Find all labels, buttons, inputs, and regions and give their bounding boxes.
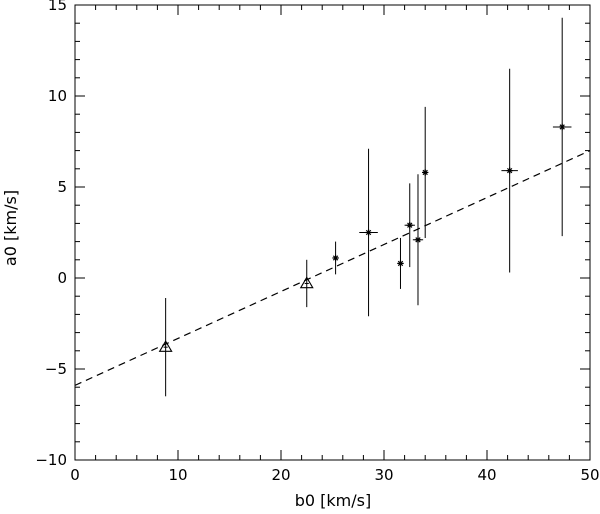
x-tick-label: 20 [271, 466, 290, 484]
x-tick-label: 0 [70, 466, 80, 484]
asterisk-stroke [422, 169, 428, 176]
asterisk-marker [422, 169, 429, 176]
tick-labels: 0 10 20 30 40 50 −10 −5 0 5 10 15 [35, 0, 599, 484]
y-tick-label: 15 [48, 0, 67, 14]
plot-area [74, 4, 591, 461]
triangle-marker [299, 276, 314, 289]
y-tick-label: −10 [35, 451, 67, 469]
asterisk-marker [365, 229, 372, 236]
asterisk-stroke [332, 255, 339, 261]
asterisk-stroke [365, 229, 372, 236]
x-tick-label: 50 [580, 466, 599, 484]
y-tick-label: 10 [48, 87, 67, 105]
asterisk-stroke [407, 222, 413, 228]
asterisk-marker [506, 167, 513, 174]
asterisk-stroke [559, 124, 565, 130]
asterisk-stroke [415, 237, 421, 243]
y-tick-label: 0 [57, 269, 67, 287]
x-axis-title: b0 [km/s] [295, 491, 371, 510]
asterisk-marker [397, 260, 404, 267]
asterisk-stroke [397, 260, 404, 267]
fit-line [74, 150, 591, 386]
triangle-marker [158, 340, 173, 352]
asterisk-marker [332, 254, 339, 262]
x-tick-label: 10 [168, 466, 187, 484]
asterisk-marker [406, 222, 413, 229]
y-tick-label: 5 [57, 178, 67, 196]
axis-ticks [74, 4, 591, 461]
y-tick-label: −5 [45, 360, 67, 378]
x-tick-label: 40 [477, 466, 496, 484]
x-tick-label: 30 [374, 466, 393, 484]
asterisk-marker [558, 123, 566, 131]
plot-frame [74, 4, 591, 461]
y-axis-title: a0 [km/s] [1, 190, 20, 266]
asterisk-marker [414, 236, 422, 243]
asterisk-stroke [506, 167, 513, 174]
